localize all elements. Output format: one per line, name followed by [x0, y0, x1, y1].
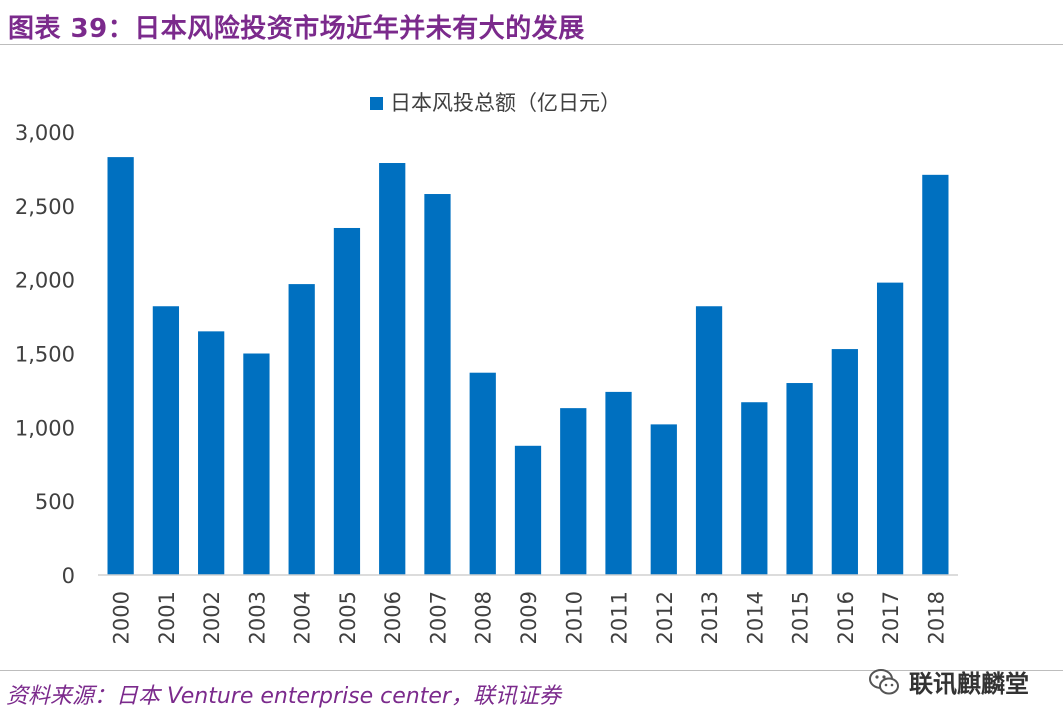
- x-tick-label: 2003: [245, 591, 269, 644]
- bar-2002: [198, 331, 225, 575]
- bar-2001: [152, 306, 180, 575]
- bar-2017: [876, 282, 904, 575]
- bar-2014: [741, 402, 768, 575]
- x-tick-label: 2005: [336, 591, 360, 644]
- bar-2003: [243, 353, 270, 575]
- x-tick-label: 2006: [381, 591, 405, 644]
- bar-2012: [650, 424, 677, 575]
- y-tick-label: 2,000: [15, 269, 75, 293]
- bar-2010: [560, 408, 587, 575]
- x-tick-label: 2007: [426, 591, 450, 644]
- x-tick-label: 2008: [472, 591, 496, 644]
- x-tick-label: 2015: [789, 591, 813, 644]
- y-tick-label: 0: [62, 564, 75, 588]
- bar-2009: [514, 445, 542, 575]
- bar-2000: [107, 157, 134, 575]
- bar-2011: [605, 391, 632, 575]
- y-tick-label: 1,500: [15, 343, 75, 367]
- x-tick-label: 2016: [834, 591, 858, 644]
- bar-2015: [786, 383, 813, 575]
- x-tick-label: 2002: [200, 591, 224, 644]
- x-tick-label: 2017: [879, 591, 903, 644]
- x-tick-label: 2014: [743, 591, 767, 644]
- x-tick-label: 2018: [924, 591, 948, 644]
- figure-title: 图表 39：日本风险投资市场近年并未有大的发展: [8, 14, 585, 44]
- x-tick-label: 2004: [291, 591, 315, 644]
- x-tick-label: 2001: [155, 591, 179, 644]
- bar-chart: 日本风投总额（亿日元） 0 500 1,000 1,500 2,000 2,500 3,000…: [15, 91, 958, 644]
- y-tick-label: 2,500: [15, 195, 75, 219]
- y-tick-label: 500: [35, 490, 75, 514]
- bar-2004: [288, 284, 315, 575]
- y-tick-label: 3,000: [15, 121, 75, 145]
- bar-2016: [831, 349, 858, 575]
- x-tick-label: 2010: [562, 591, 586, 644]
- bar-2006: [379, 163, 406, 575]
- bar-2005: [333, 227, 361, 575]
- y-tick-label: 1,000: [15, 416, 75, 440]
- bar-2007: [424, 194, 451, 575]
- bar-2008: [469, 372, 496, 575]
- x-tick-label: 2013: [698, 591, 722, 644]
- bottom-divider: [0, 670, 1063, 671]
- watermark: 联讯麒麟堂: [867, 664, 1029, 699]
- bar-2018: [922, 174, 949, 575]
- x-tick-label: 2012: [653, 591, 677, 644]
- x-tick-label: 2000: [110, 591, 134, 644]
- source-note: 资料来源：日本 Venture enterprise center，联讯证券: [6, 684, 561, 709]
- bar-2013: [695, 306, 723, 575]
- legend-label: 日本风投总额（亿日元）: [390, 91, 621, 115]
- x-tick-label: 2011: [608, 591, 632, 644]
- wechat-icon: [869, 668, 899, 694]
- legend-swatch: [370, 97, 383, 110]
- x-tick-label: 2009: [517, 591, 541, 644]
- watermark-text: 联讯麒麟堂: [909, 670, 1029, 698]
- top-divider: [0, 44, 1063, 45]
